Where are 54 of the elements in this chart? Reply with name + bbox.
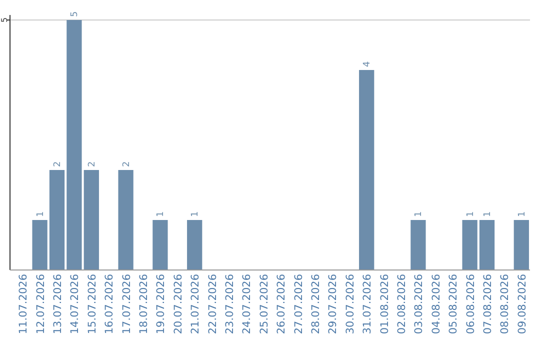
data-label: 1: [190, 211, 201, 217]
x-tick-label: 23.07.2026: [224, 274, 236, 334]
x-tick-label: 06.08.2026: [464, 274, 477, 334]
bar: [118, 170, 134, 270]
x-tick-label: 11.07.2026: [18, 274, 30, 334]
x-tick-label: 17.07.2026: [120, 274, 133, 334]
x-tick-label: 01.08.2026: [378, 274, 391, 334]
x-tick-label: 27.07.2026: [292, 274, 305, 334]
x-tick-label: 22.07.2026: [206, 274, 219, 334]
data-label: 2: [122, 161, 132, 167]
data-label: 1: [517, 211, 528, 217]
data-label: 1: [466, 211, 476, 217]
x-tick-label: 14.07.2026: [69, 274, 82, 334]
bar: [359, 70, 374, 270]
x-tick-label: 21.07.2026: [190, 274, 202, 334]
bar: [66, 20, 82, 270]
bar: [462, 220, 478, 270]
data-label: 5: [70, 11, 80, 17]
data-label: 4: [362, 61, 373, 67]
x-tick-label: 20.07.2026: [172, 274, 184, 334]
x-tick-label: 28.07.2026: [310, 274, 322, 334]
x-tick-label: 08.08.2026: [499, 274, 512, 334]
x-tick-label: 12.07.2026: [34, 274, 47, 334]
x-tick-label: 29.07.2026: [327, 274, 340, 334]
x-tick-label: 18.07.2026: [138, 274, 150, 334]
data-label: 1: [483, 211, 493, 217]
x-tick-label: 05.08.2026: [448, 274, 460, 334]
x-tick-label: 15.07.2026: [86, 274, 98, 334]
data-label: 1: [156, 211, 166, 217]
x-tick-label: 04.08.2026: [430, 274, 442, 334]
bar: [152, 220, 168, 270]
x-tick-label: 03.08.2026: [413, 274, 426, 334]
x-tick-label: 07.08.2026: [482, 274, 494, 334]
x-tick-label: 19.07.2026: [155, 274, 168, 334]
x-tick-label: 16.07.2026: [104, 274, 116, 334]
x-tick-label: 30.07.2026: [344, 274, 356, 334]
bar: [514, 220, 529, 270]
bar: [49, 170, 65, 270]
x-tick-label: 02.08.2026: [396, 274, 408, 334]
x-tick-label: 09.08.2026: [516, 274, 528, 334]
x-tick-label: 26.07.2026: [276, 274, 288, 334]
bar: [410, 220, 426, 270]
bar: [187, 220, 202, 270]
x-tick-label: 13.07.2026: [52, 274, 64, 334]
bar: [84, 170, 99, 270]
bar: [32, 220, 48, 270]
data-label: 1: [36, 211, 46, 217]
x-tick-label: 25.07.2026: [258, 274, 270, 334]
x-tick-label: 31.07.2026: [362, 274, 374, 334]
bar: [479, 220, 495, 270]
x-tick-label: 24.07.2026: [241, 274, 254, 334]
data-label: 2: [87, 161, 98, 167]
data-label: 1: [414, 211, 424, 217]
data-label: 2: [53, 161, 63, 167]
